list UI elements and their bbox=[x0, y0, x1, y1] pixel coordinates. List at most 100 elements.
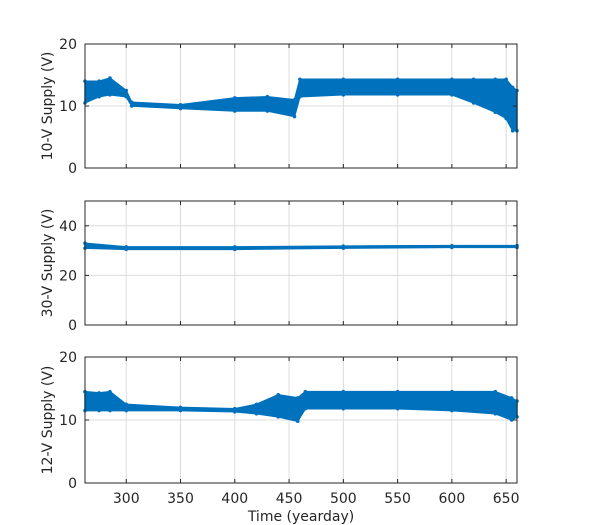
data-point bbox=[341, 77, 346, 82]
data-point bbox=[124, 88, 129, 93]
data-point bbox=[493, 77, 498, 82]
data-point bbox=[493, 110, 498, 114]
y-tick-label: 20 bbox=[59, 350, 77, 366]
data-point bbox=[129, 100, 134, 105]
ylabel-10v: 10-V Supply (V) bbox=[40, 52, 56, 161]
data-point bbox=[124, 402, 129, 407]
grid-12v bbox=[85, 356, 517, 484]
data-point bbox=[124, 247, 129, 252]
series-10v bbox=[83, 76, 519, 133]
data-point bbox=[265, 109, 270, 113]
data-point bbox=[232, 247, 237, 252]
data-point bbox=[124, 94, 129, 99]
xlabel-time: Time (yearday) bbox=[247, 509, 354, 525]
data-point bbox=[510, 85, 515, 90]
y-tick-label: 10 bbox=[59, 99, 77, 115]
data-point bbox=[450, 77, 454, 82]
data-point bbox=[178, 408, 183, 413]
data-point bbox=[178, 102, 183, 107]
data-point bbox=[493, 411, 498, 416]
data-point bbox=[97, 94, 101, 99]
ticks-10v: 0 10 20 bbox=[59, 37, 517, 177]
data-point bbox=[303, 389, 308, 394]
data-point bbox=[450, 408, 454, 413]
y-tick-label: 20 bbox=[59, 37, 77, 53]
data-point bbox=[108, 389, 112, 394]
y-tick-label: 40 bbox=[59, 219, 77, 235]
subplot-10v: 0 10 20 10-V Supply (V) bbox=[40, 37, 519, 177]
data-point bbox=[341, 389, 346, 394]
ylabel-12v: 12-V Supply (V) bbox=[40, 366, 56, 475]
y-tick-label: 20 bbox=[59, 268, 77, 284]
y-tick-label: 10 bbox=[59, 413, 77, 429]
y-tick-label: 0 bbox=[68, 318, 77, 334]
data-point bbox=[395, 93, 400, 97]
data-point bbox=[232, 406, 237, 411]
x-tick-label: 550 bbox=[384, 491, 411, 507]
data-point bbox=[298, 77, 302, 82]
data-point bbox=[232, 109, 237, 113]
data-point bbox=[276, 415, 281, 419]
data-point bbox=[178, 405, 183, 410]
x-tick-label: 500 bbox=[330, 491, 357, 507]
data-point bbox=[295, 396, 300, 400]
series-30v bbox=[83, 241, 519, 252]
data-point bbox=[108, 76, 112, 80]
subplot-30v: 0 20 40 30-V Supply (V) bbox=[40, 200, 519, 334]
data-point bbox=[450, 243, 454, 248]
data-point bbox=[471, 77, 476, 82]
data-point bbox=[232, 96, 237, 100]
data-point bbox=[341, 406, 346, 411]
ylabel-30v: 30-V Supply (V) bbox=[40, 209, 56, 318]
data-point bbox=[232, 245, 237, 249]
y-tick-label: 0 bbox=[68, 161, 77, 177]
series-12v bbox=[83, 389, 519, 424]
data-point bbox=[493, 389, 498, 394]
x-tick-label: 450 bbox=[276, 491, 303, 507]
data-point bbox=[254, 411, 259, 416]
x-tick-label: 650 bbox=[493, 491, 520, 507]
data-point bbox=[178, 106, 183, 111]
data-point bbox=[124, 408, 129, 413]
x-tick-label: 600 bbox=[439, 491, 466, 507]
data-point bbox=[292, 114, 297, 119]
data-point bbox=[450, 389, 454, 394]
data-point bbox=[295, 419, 300, 424]
x-tick-label: 300 bbox=[113, 491, 140, 507]
x-tick-label: 350 bbox=[167, 491, 194, 507]
y-tick-label: 0 bbox=[68, 476, 77, 492]
data-point bbox=[395, 406, 400, 411]
data-point bbox=[232, 410, 237, 414]
data-point bbox=[129, 104, 134, 108]
data-point bbox=[509, 418, 514, 422]
ticks-12v: 300 350 400 450 500 550 600 650 0 10 20 bbox=[59, 350, 519, 507]
data-point bbox=[108, 93, 112, 97]
data-point bbox=[97, 408, 101, 413]
data-point bbox=[341, 93, 346, 97]
data-point bbox=[124, 245, 129, 249]
data-point bbox=[97, 391, 101, 395]
data-point bbox=[97, 79, 101, 83]
data-point bbox=[395, 77, 400, 82]
data-point bbox=[395, 389, 400, 394]
data-point bbox=[298, 94, 302, 99]
data-point bbox=[276, 393, 281, 397]
data-point bbox=[254, 402, 259, 407]
data-point bbox=[450, 93, 454, 97]
data-point bbox=[303, 406, 308, 411]
subplot-12v: 300 350 400 450 500 550 600 650 0 10 20 12-V Suppl… bbox=[40, 350, 520, 525]
data-point bbox=[504, 116, 508, 121]
data-point bbox=[292, 98, 297, 102]
data-point bbox=[265, 94, 270, 99]
grid-30v bbox=[85, 201, 517, 326]
data-point bbox=[108, 408, 112, 413]
x-tick-label: 400 bbox=[221, 491, 248, 507]
axes-box-30v bbox=[84, 200, 518, 326]
data-point bbox=[341, 244, 346, 248]
data-point bbox=[510, 129, 515, 133]
data-point bbox=[504, 77, 508, 82]
ticks-30v: 0 20 40 bbox=[59, 201, 517, 334]
data-point bbox=[471, 101, 476, 105]
data-point bbox=[509, 396, 514, 400]
